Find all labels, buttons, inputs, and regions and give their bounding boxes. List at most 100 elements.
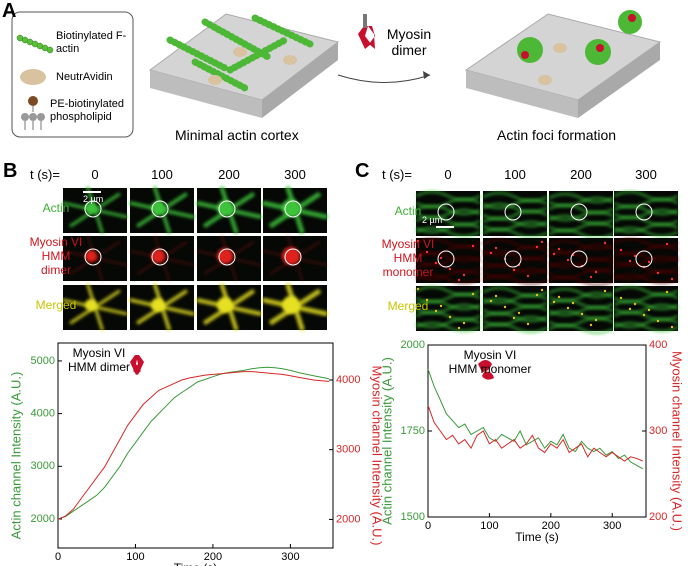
microscopy-images <box>62 185 679 334</box>
tile-feature <box>603 289 607 293</box>
tile-feature <box>448 315 452 319</box>
tile-feature <box>462 273 466 277</box>
microscopy-tile <box>62 234 128 282</box>
tile-feature <box>434 309 438 313</box>
tile-feature <box>85 202 97 214</box>
tile-feature <box>548 211 614 221</box>
tile-feature <box>457 278 461 282</box>
microscopy-tile <box>415 286 481 332</box>
tile-feature <box>415 205 481 215</box>
data-line <box>427 405 644 462</box>
tile-feature <box>548 276 614 286</box>
legend-box <box>11 11 134 138</box>
data-line <box>57 371 330 520</box>
microscopy-tile <box>482 191 548 238</box>
tile-feature <box>548 258 614 268</box>
x-tick-label: 0 <box>425 520 431 532</box>
tile-feature <box>589 275 593 279</box>
tile-feature <box>548 193 614 203</box>
tile-feature <box>566 306 570 310</box>
tile-feature <box>613 300 679 310</box>
y-tick-label: 5000 <box>31 355 55 367</box>
roi-circle <box>284 248 302 266</box>
tile-feature <box>151 201 165 215</box>
time-label: t (s)= <box>382 167 412 182</box>
microscopy-tile <box>129 234 195 282</box>
tile-feature <box>512 268 516 272</box>
tile-feature <box>482 275 548 285</box>
y-tick-label: 4000 <box>31 408 55 420</box>
microscopy-tile <box>62 186 128 234</box>
panel-label: A <box>2 0 17 22</box>
row-label: Actin <box>42 201 70 215</box>
tile-feature <box>548 229 614 239</box>
tile-feature <box>282 199 300 217</box>
tile-feature <box>415 274 481 284</box>
tile-feature <box>151 298 165 312</box>
tile-feature <box>628 259 632 263</box>
panel-label: C <box>355 160 370 182</box>
y2-tick-label: 400 <box>649 339 667 351</box>
y-tick-label: 2000 <box>401 339 425 351</box>
tile-feature <box>415 252 481 262</box>
tile-feature <box>94 289 121 309</box>
arrow <box>337 74 431 83</box>
legend-label: NeutrAvidin <box>56 71 113 83</box>
time-label: t (s)= <box>30 167 60 182</box>
tile-feature <box>489 299 493 303</box>
x-axis-title: Time (s) <box>174 561 218 566</box>
tile-feature <box>160 209 172 234</box>
tile-feature <box>161 192 188 212</box>
tile-feature <box>633 302 637 306</box>
time-value: 200 <box>218 167 240 182</box>
panel-label: B <box>3 160 18 182</box>
arrow-label: Myosin dimer <box>386 26 432 59</box>
x-tick-label: 200 <box>542 520 560 532</box>
data-line <box>427 368 644 470</box>
tile-feature <box>512 316 516 320</box>
tile-feature <box>217 297 233 313</box>
tile-feature <box>548 306 614 316</box>
tile-feature <box>647 260 651 264</box>
roi-circle <box>284 200 302 218</box>
tile-feature <box>471 244 475 248</box>
tile-feature <box>557 247 561 251</box>
tile-feature <box>151 249 165 263</box>
y2-tick-label: 300 <box>649 425 667 437</box>
microscopy-tile <box>548 238 614 286</box>
caption: Minimal actin cortex <box>175 127 299 143</box>
data-line <box>57 366 330 520</box>
row-label: Actin <box>394 204 422 218</box>
tile-feature <box>613 318 679 328</box>
microscopy-tile <box>415 191 481 237</box>
tile-feature <box>425 298 429 302</box>
microscopy-tile <box>482 286 548 333</box>
tile-feature <box>594 270 598 274</box>
tile-feature <box>613 205 679 215</box>
time-value: 0 <box>444 167 452 182</box>
x-tick-label: 300 <box>281 551 299 563</box>
time-value: 100 <box>151 167 173 182</box>
roi-circle <box>635 203 653 221</box>
roi-circle <box>437 250 455 268</box>
roi-circle <box>218 248 236 266</box>
y2-axis-title: Myosin channel Intensity (A.U.) <box>670 351 685 531</box>
microscopy-tile <box>613 286 679 332</box>
time-value: 300 <box>635 167 657 182</box>
microscopy-tile <box>548 286 614 334</box>
tile-feature <box>415 227 481 237</box>
tile-feature <box>613 270 679 280</box>
tile-feature <box>665 242 669 246</box>
tile-feature <box>633 254 637 258</box>
tile-feature <box>282 296 300 314</box>
tile-feature <box>471 292 475 296</box>
tile-feature <box>535 245 539 249</box>
chart-icons <box>130 355 494 380</box>
tile-feature <box>93 306 104 331</box>
tile-feature <box>94 192 121 212</box>
microscopy-tile <box>548 191 614 239</box>
time-value: 100 <box>504 167 526 182</box>
y-axis-title: Actin channel Intensity (A.U.) <box>8 372 23 540</box>
tile-feature <box>613 274 679 284</box>
roi-circle <box>218 200 236 218</box>
